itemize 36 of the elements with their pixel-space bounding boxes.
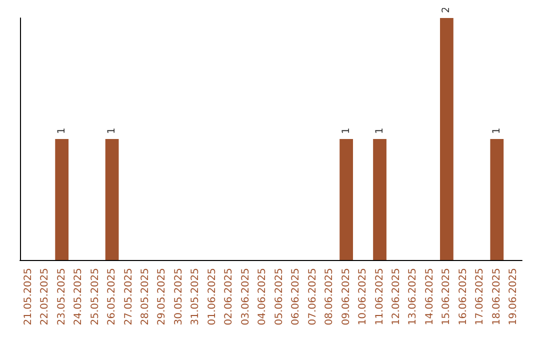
x-tick-label: 09.06.2025 bbox=[340, 268, 352, 326]
x-tick-label: 29.05.2025 bbox=[156, 268, 168, 326]
data-label: 2 bbox=[441, 6, 452, 13]
x-tick-label: 10.06.2025 bbox=[358, 268, 369, 326]
x-tick-label: 05.06.2025 bbox=[274, 268, 285, 326]
x-tick-label: 03.06.2025 bbox=[240, 268, 252, 326]
x-tick-label: 27.05.2025 bbox=[123, 268, 134, 326]
x-tick-label: 12.06.2025 bbox=[391, 268, 402, 326]
x-tick-label: 25.05.2025 bbox=[90, 268, 101, 326]
x-tick-label: 18.06.2025 bbox=[491, 268, 502, 326]
x-tick-label: 26.05.2025 bbox=[106, 268, 118, 326]
x-tick-label: 02.06.2025 bbox=[224, 268, 235, 326]
x-tick-label: 15.06.2025 bbox=[441, 268, 452, 326]
data-label: 1 bbox=[491, 128, 502, 134]
data-label: 1 bbox=[374, 128, 386, 134]
x-tick-label: 22.05.2025 bbox=[40, 268, 51, 326]
data-label: 1 bbox=[340, 128, 352, 134]
data-label: 1 bbox=[106, 128, 118, 134]
x-tick-label: 08.06.2025 bbox=[324, 268, 336, 326]
x-tick-label: 23.05.2025 bbox=[56, 268, 68, 326]
x-tick-label: 19.06.2025 bbox=[508, 268, 520, 326]
x-tick-label: 28.05.2025 bbox=[140, 268, 151, 326]
x-tick-label: 16.06.2025 bbox=[458, 268, 469, 326]
x-tick-label: 01.06.2025 bbox=[206, 268, 218, 326]
x-tick-label: 04.06.2025 bbox=[257, 268, 268, 326]
x-tick-label: 24.05.2025 bbox=[73, 268, 84, 326]
x-tick-label: 30.05.2025 bbox=[173, 268, 184, 326]
x-tick-label: 21.05.2025 bbox=[22, 268, 34, 326]
x-tick-label: 07.06.2025 bbox=[307, 268, 318, 326]
data-label: 1 bbox=[56, 128, 68, 134]
x-tick-label: 31.05.2025 bbox=[190, 268, 202, 326]
x-tick-label: 17.06.2025 bbox=[474, 268, 486, 326]
x-tick-label: 06.06.2025 bbox=[290, 268, 302, 326]
x-tick-label: 11.06.2025 bbox=[374, 268, 386, 326]
x-tick-label: 14.06.2025 bbox=[424, 268, 436, 326]
x-tick-label: 13.06.2025 bbox=[408, 268, 419, 326]
